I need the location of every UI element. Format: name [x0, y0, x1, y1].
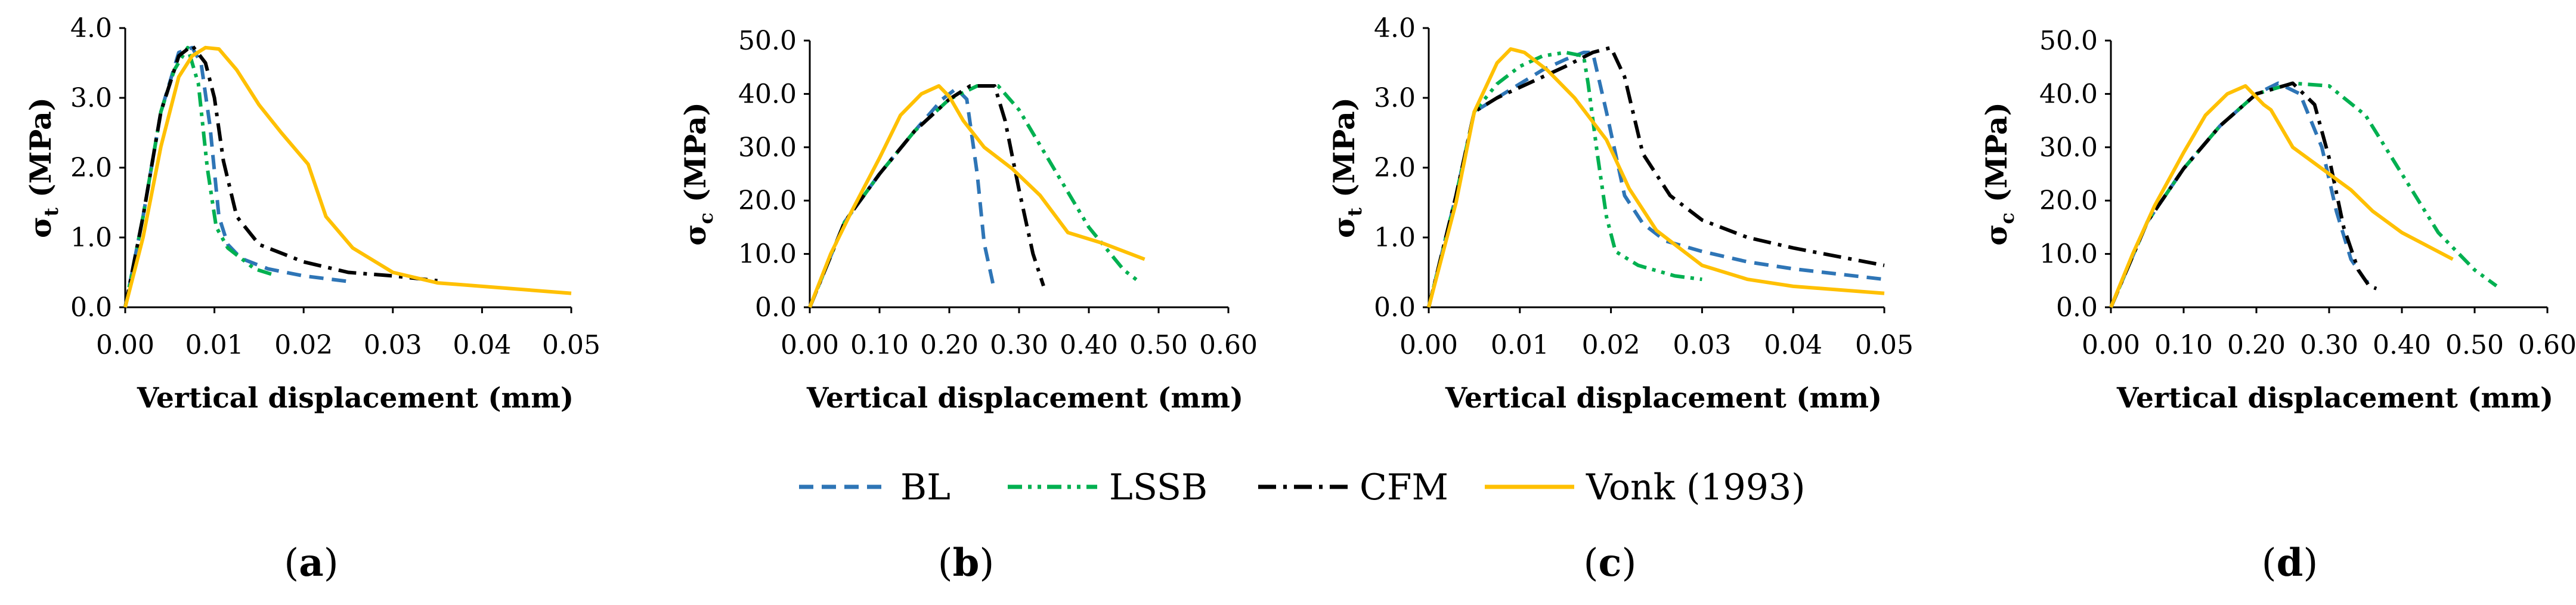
- x-tick-label: 0.05: [1855, 330, 1914, 360]
- series-line-vonk-1993: [808, 84, 1145, 308]
- x-tick-label: 0.04: [1764, 330, 1822, 360]
- x-tick-label: 0.20: [2227, 330, 2286, 360]
- x-tick-label: 0.30: [2300, 330, 2358, 360]
- x-tick-label: 0.01: [1491, 330, 1549, 360]
- y-tick-label: 3.0: [1374, 83, 1416, 113]
- x-tick-label: 0.03: [364, 330, 422, 360]
- x-tick-label: 0.00: [2082, 330, 2140, 360]
- y-tick-label: 1.0: [70, 223, 112, 253]
- legend-label: Vonk (1993): [1586, 467, 1806, 508]
- x-tick-label: 0.50: [1129, 330, 1188, 360]
- x-axis-label: Vertical displacement (mm): [1445, 382, 1882, 415]
- y-tick-label: 0.0: [1374, 292, 1416, 323]
- x-tick-label: 0.01: [185, 330, 244, 360]
- x-tick-label: 0.03: [1673, 330, 1731, 360]
- y-tick-label: 0.0: [2056, 292, 2098, 323]
- y-tick-label: 20.0: [2039, 186, 2098, 216]
- y-tick-label: 0.0: [755, 292, 797, 323]
- x-axis-label: Vertical displacement (mm): [137, 382, 574, 415]
- panel-caption: (a): [284, 541, 338, 585]
- y-tick-label: 20.0: [738, 186, 797, 216]
- x-tick-label: 0.05: [542, 330, 600, 360]
- series-line-lssb: [123, 45, 278, 308]
- y-tick-label: 50.0: [2039, 26, 2098, 56]
- chart-panel-d: 0.0 10.0 20.0 30.0 40.0 50.0 0.00 0.10 0.20 0.30 0…: [1979, 26, 2576, 415]
- x-tick-label: 0.60: [1199, 330, 1258, 360]
- series-line-cfm: [808, 84, 1045, 308]
- panel-caption: (b): [938, 541, 995, 585]
- x-tick-label: 0.04: [453, 330, 511, 360]
- series-line-bl: [808, 87, 996, 308]
- chart-panel-b: 0.0 10.0 20.0 30.0 40.0 50.0 0.00 0.10 0.20 0.30 0…: [678, 26, 1258, 415]
- x-tick-label: 0.60: [2518, 330, 2576, 360]
- x-tick-label: 0.00: [1400, 330, 1458, 360]
- series-line-cfm: [1427, 45, 1885, 308]
- panels: 0.0 1.0 2.0 3.0 4.0 0.00 0.01 0.02 0.03 0.04 0.05 V…: [23, 13, 2576, 415]
- x-tick-label: 0.00: [96, 330, 154, 360]
- y-tick-label: 4.0: [1374, 13, 1416, 44]
- y-tick-label: 30.0: [738, 132, 797, 163]
- y-axis-label: σc (MPa): [678, 102, 717, 246]
- series-line-lssb: [2109, 81, 2498, 308]
- y-axis-label: σt (MPa): [1327, 97, 1366, 238]
- x-tick-label: 0.00: [781, 330, 839, 360]
- series-line-vonk-1993: [2109, 84, 2454, 308]
- y-tick-label: 10.0: [2039, 239, 2098, 270]
- panel-caption: (d): [2262, 541, 2318, 585]
- captions: (a) (b) (c) (d): [284, 541, 2318, 585]
- y-tick-label: 30.0: [2039, 132, 2098, 163]
- chart-panel-a: 0.0 1.0 2.0 3.0 4.0 0.00 0.01 0.02 0.03 0.04 0.05 V…: [23, 13, 600, 415]
- x-tick-label: 0.30: [990, 330, 1048, 360]
- y-axis-label: σt (MPa): [23, 97, 63, 238]
- chart-panel-c: 0.0 1.0 2.0 3.0 4.0 0.00 0.01 0.02 0.03 0.04 0.05 V…: [1327, 13, 1914, 415]
- x-tick-label: 0.02: [1582, 330, 1640, 360]
- x-tick-label: 0.10: [850, 330, 909, 360]
- x-tick-label: 0.02: [274, 330, 333, 360]
- series-line-bl: [123, 45, 349, 308]
- legend-label: BL: [900, 467, 950, 508]
- x-axis-label: Vertical displacement (mm): [2116, 382, 2553, 415]
- y-tick-label: 40.0: [738, 79, 797, 109]
- series-line-lssb: [808, 84, 1139, 308]
- x-tick-label: 0.20: [920, 330, 979, 360]
- series-line-cfm: [2109, 81, 2377, 308]
- y-tick-label: 4.0: [70, 13, 112, 44]
- y-tick-label: 0.0: [70, 292, 112, 323]
- series-line-vonk-1993: [1427, 47, 1885, 308]
- series-line-bl: [1427, 50, 1885, 308]
- x-axis-label: Vertical displacement (mm): [806, 382, 1243, 415]
- panel-caption: (c): [1584, 541, 1637, 585]
- x-tick-label: 0.50: [2445, 330, 2504, 360]
- series-line-cfm: [123, 44, 438, 308]
- y-tick-label: 2.0: [70, 153, 112, 183]
- y-axis-label: σc (MPa): [1979, 102, 2018, 246]
- legend-label: LSSB: [1109, 467, 1208, 508]
- y-tick-label: 40.0: [2039, 79, 2098, 109]
- series-line-vonk-1993: [123, 45, 572, 308]
- legend: BL LSSB CFM Vonk (1993): [799, 467, 1806, 508]
- series-line-bl: [2109, 81, 2374, 308]
- y-tick-label: 1.0: [1374, 223, 1416, 253]
- x-tick-label: 0.40: [2373, 330, 2431, 360]
- x-tick-label: 0.10: [2154, 330, 2213, 360]
- y-tick-label: 2.0: [1374, 153, 1416, 183]
- y-tick-label: 3.0: [70, 83, 112, 113]
- x-tick-label: 0.40: [1060, 330, 1118, 360]
- legend-label: CFM: [1360, 467, 1448, 508]
- y-tick-label: 50.0: [738, 26, 797, 56]
- y-tick-label: 10.0: [738, 239, 797, 270]
